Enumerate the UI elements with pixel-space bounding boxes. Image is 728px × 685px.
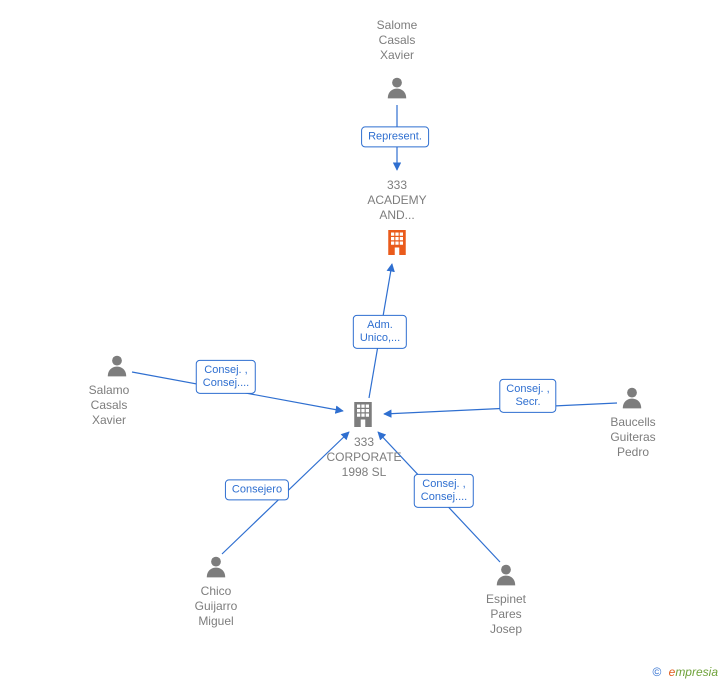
node-label: 333 ACADEMY AND...: [367, 178, 426, 223]
edge-label: Consej. , Consej....: [196, 360, 256, 394]
edge-label: Consej. , Secr.: [499, 379, 556, 413]
edge-label: Consejero: [225, 479, 289, 500]
person-icon[interactable]: [493, 562, 519, 593]
person-icon[interactable]: [203, 554, 229, 585]
building-icon[interactable]: [382, 228, 412, 263]
footer-credit: © empresia: [652, 665, 718, 679]
node-label: Espinet Pares Josep: [486, 592, 526, 637]
edge-label: Represent.: [361, 126, 429, 147]
copyright-symbol: ©: [652, 665, 661, 679]
node-label: 333 CORPORATE 1998 SL: [326, 435, 401, 480]
person-icon[interactable]: [104, 353, 130, 384]
node-label: Chico Guijarro Miguel: [195, 584, 238, 629]
node-label: Baucells Guiteras Pedro: [610, 415, 655, 460]
person-icon[interactable]: [619, 385, 645, 416]
edge-label: Adm. Unico,...: [353, 315, 407, 349]
person-icon[interactable]: [384, 75, 410, 106]
edge-label: Consej. , Consej....: [414, 474, 474, 508]
building-icon[interactable]: [348, 400, 378, 435]
brand-rest: mpresia: [675, 665, 718, 679]
node-label: Salamo Casals Xavier: [89, 383, 130, 428]
node-label: Salome Casals Xavier: [377, 18, 418, 63]
